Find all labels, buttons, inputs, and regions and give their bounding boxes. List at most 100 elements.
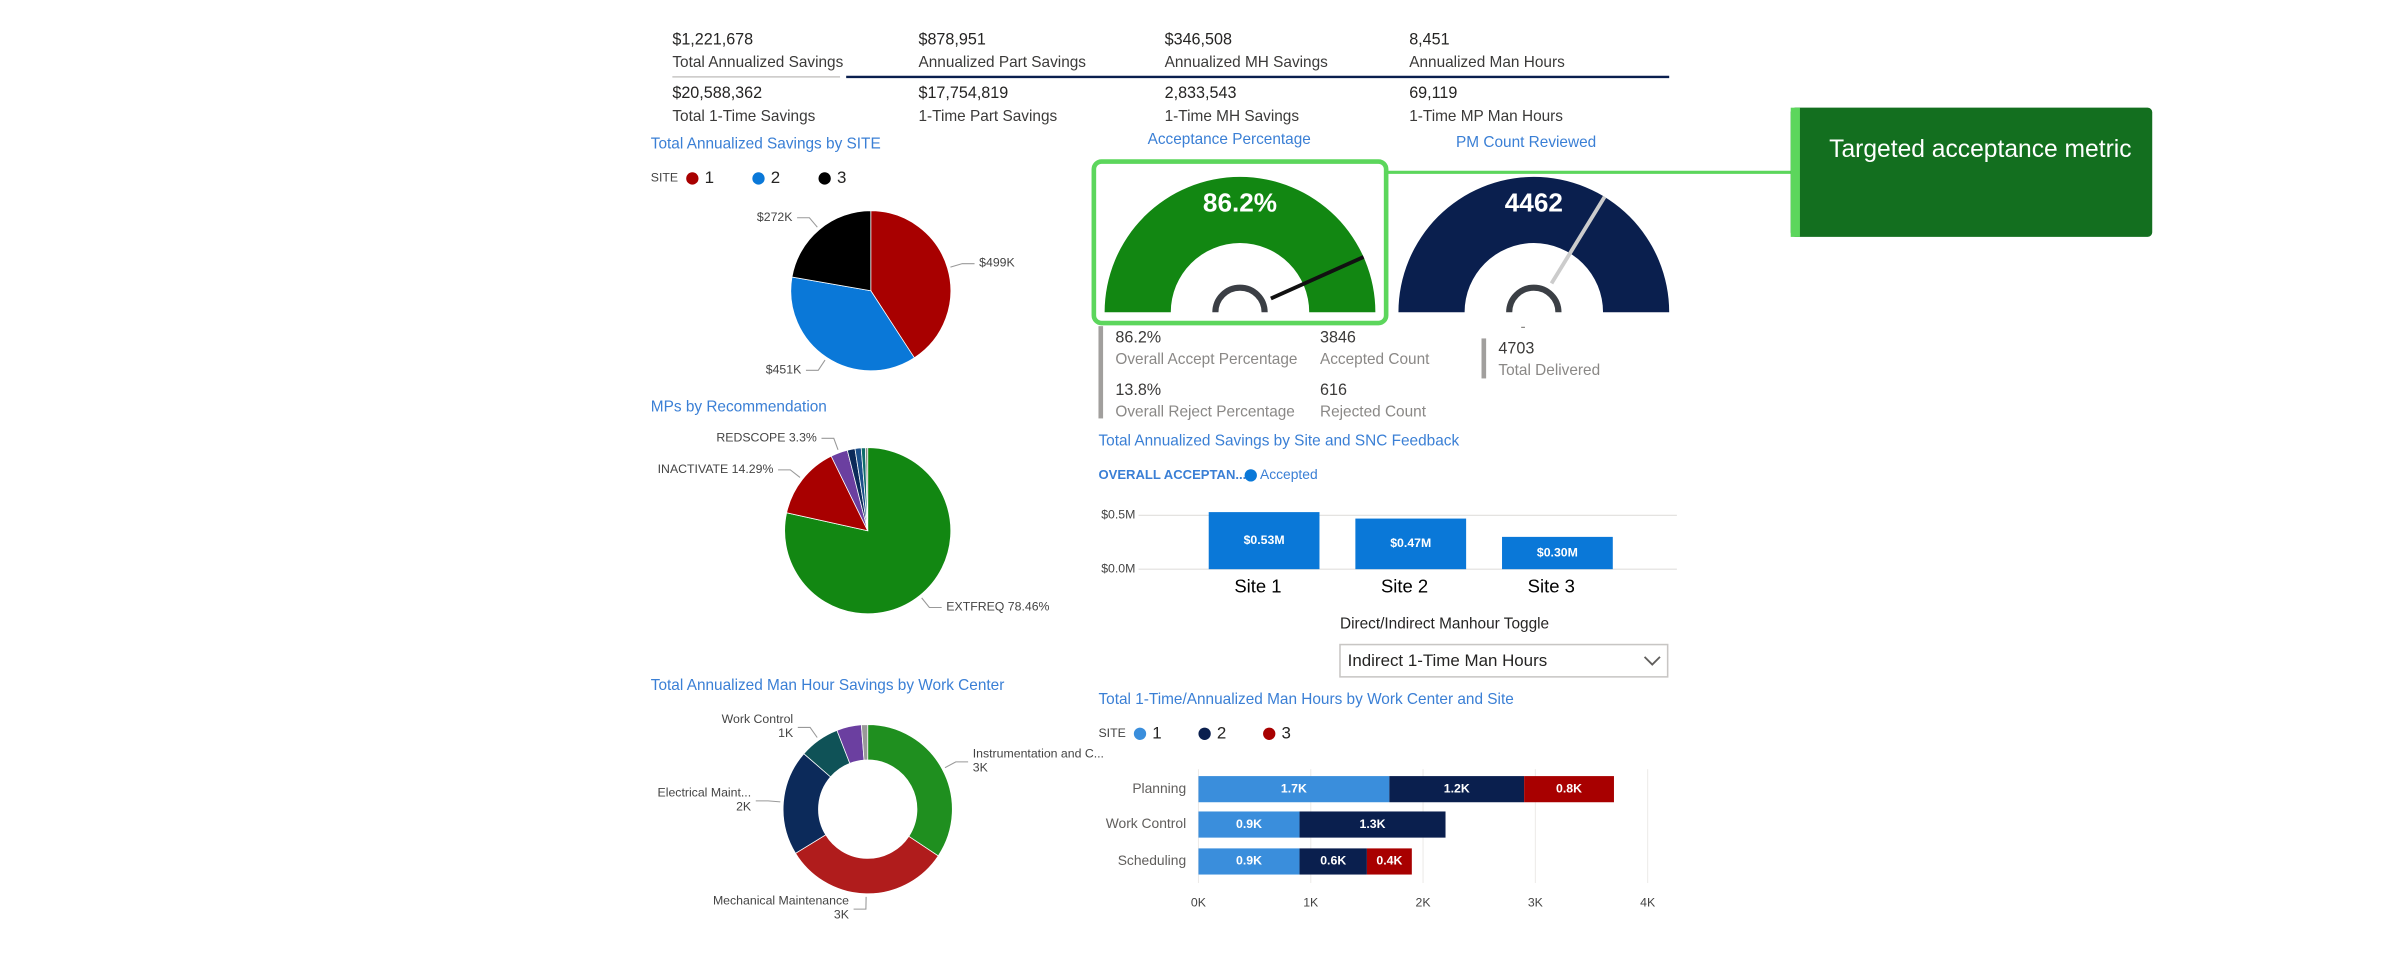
kpi-label: Total Annualized Savings — [672, 54, 843, 71]
slice-label: INACTIVATE 14.29% — [658, 462, 774, 476]
slice-label: EXTFREQ 78.46% — [946, 600, 1049, 614]
kpi-value: 8,451 — [1409, 30, 1449, 48]
slice — [867, 724, 953, 857]
leader-line — [797, 217, 818, 228]
bar-value-label: 0.9K — [1236, 854, 1262, 868]
stat-value: 4703 — [1498, 339, 1534, 357]
legend-dot — [1133, 727, 1147, 740]
y-tick-label: $0.0M — [1101, 561, 1135, 575]
leader-line — [853, 896, 867, 910]
stat-label: Accepted Count — [1320, 351, 1430, 368]
x-tick-label: Site 3 — [1528, 576, 1575, 597]
bar-value-label: 1.2K — [1444, 781, 1470, 795]
callout-text-wrap: Targeted acceptance metric — [1829, 136, 2132, 164]
leader-line — [778, 469, 801, 478]
gauge-hub — [1212, 284, 1268, 313]
chart-title: Total 1-Time/Annualized Man Hours by Wor… — [1098, 691, 1513, 708]
leader-line — [797, 726, 818, 738]
slice-value-label: $499K — [979, 256, 1015, 270]
slice-label: $272K — [757, 210, 793, 224]
callout-text: Targeted acceptance metric — [1829, 136, 2132, 164]
chart-title: Total Annualized Man Hour Savings by Wor… — [651, 677, 1005, 694]
slice-value-label: 2K — [736, 799, 752, 813]
slice — [795, 834, 939, 895]
gauge-needle — [1270, 255, 1365, 301]
kpi-label: 1-Time Part Savings — [918, 108, 1057, 125]
slice-value-label: $451K — [766, 363, 802, 377]
stat-value: 616 — [1320, 381, 1347, 399]
bar-segment — [1299, 848, 1367, 875]
stat-value: 86.2% — [1115, 329, 1161, 347]
slice-value-label: 14.29% — [732, 462, 774, 476]
kpi-label: Total 1-Time Savings — [672, 108, 815, 125]
bar — [1502, 536, 1613, 570]
leader-line — [755, 800, 781, 803]
kpi-value: $878,951 — [918, 30, 985, 48]
chart-title: Total Annualized Savings by SITE — [651, 136, 881, 153]
slice-label: $499K — [979, 256, 1015, 270]
kpi-value: 2,833,543 — [1165, 84, 1237, 102]
gauge-title: PM Count Reviewed — [1456, 134, 1596, 151]
gauge-value: 4462 — [1505, 188, 1563, 218]
toggle-selected[interactable]: Indirect 1-Time Man Hours — [1348, 651, 1548, 670]
legend-dot — [1198, 727, 1211, 740]
x-tick-label: 0K — [1191, 895, 1207, 909]
kpi-value: $17,754,819 — [918, 84, 1008, 102]
legend-dot — [818, 172, 831, 185]
kpi-label: 1-Time MH Savings — [1165, 108, 1300, 125]
kpi-label: Annualized Part Savings — [918, 54, 1086, 71]
slice-category: Work Control — [722, 712, 794, 726]
bar-segment — [1524, 776, 1614, 803]
bar-value-label: $0.30M — [1537, 545, 1578, 559]
x-tick-label: Site 2 — [1381, 576, 1428, 597]
kpi-value: $346,508 — [1165, 30, 1232, 48]
legend-dot — [752, 172, 765, 185]
kpi-label: Annualized MH Savings — [1165, 54, 1329, 71]
bar-value-label: 0.4K — [1376, 854, 1402, 868]
legend-label: 3 — [837, 168, 846, 187]
slice-category: INACTIVATE — [658, 462, 729, 476]
bar-value-label: 0.6K — [1320, 854, 1346, 868]
toggle-dropdown[interactable] — [1339, 643, 1669, 678]
legend-dot — [686, 172, 699, 185]
kpi-label: 1-Time MP Man Hours — [1409, 108, 1563, 125]
legend-label: 1 — [705, 168, 714, 187]
x-tick-label: 4K — [1640, 895, 1656, 909]
bar-value-label: 1.3K — [1360, 817, 1386, 831]
legend-label: 3 — [1282, 723, 1291, 742]
gauge-title: Acceptance Percentage — [1148, 131, 1311, 148]
x-tick-label: 2K — [1416, 895, 1432, 909]
legend-title: SITE — [1098, 726, 1125, 740]
legend-label: 1 — [1152, 723, 1161, 742]
stat-value: 13.8% — [1115, 381, 1161, 399]
slice — [791, 210, 872, 292]
leader-line — [821, 437, 839, 451]
bar-segment — [1198, 848, 1300, 875]
chart-title: Total Annualized Savings by Site and SNC… — [1098, 433, 1459, 450]
bar-segment — [1389, 776, 1525, 803]
gauge-hub — [1506, 284, 1562, 313]
legend-label: Accepted — [1260, 466, 1318, 482]
kpi-value: 69,119 — [1409, 84, 1457, 102]
bar-segment — [1198, 776, 1390, 803]
slice-value-label: 1K — [778, 726, 794, 740]
kpi-value: $1,221,678 — [672, 30, 753, 48]
leader-line — [950, 263, 975, 268]
y-tick-label: Planning — [1132, 780, 1186, 796]
bar — [1355, 518, 1467, 570]
dropdown-chevron — [1643, 656, 1661, 666]
legend-title: OVERALL ACCEPTAN... — [1098, 467, 1246, 482]
slice-category: REDSCOPE — [716, 431, 785, 445]
legend-title: SITE — [651, 171, 678, 185]
slice-value-label: $272K — [757, 210, 793, 224]
bar-value-label: 0.9K — [1236, 817, 1262, 831]
slice-label: $451K — [766, 363, 802, 377]
toggle-label: Direct/Indirect Manhour Toggle — [1340, 616, 1549, 633]
bar-value-label: 1.7K — [1281, 781, 1307, 795]
slice-value-label: 3K — [973, 760, 989, 774]
bar-segment — [1299, 811, 1446, 838]
legend-dot — [1244, 469, 1257, 482]
slice — [860, 724, 869, 761]
slice-label: REDSCOPE 3.3% — [716, 431, 817, 445]
